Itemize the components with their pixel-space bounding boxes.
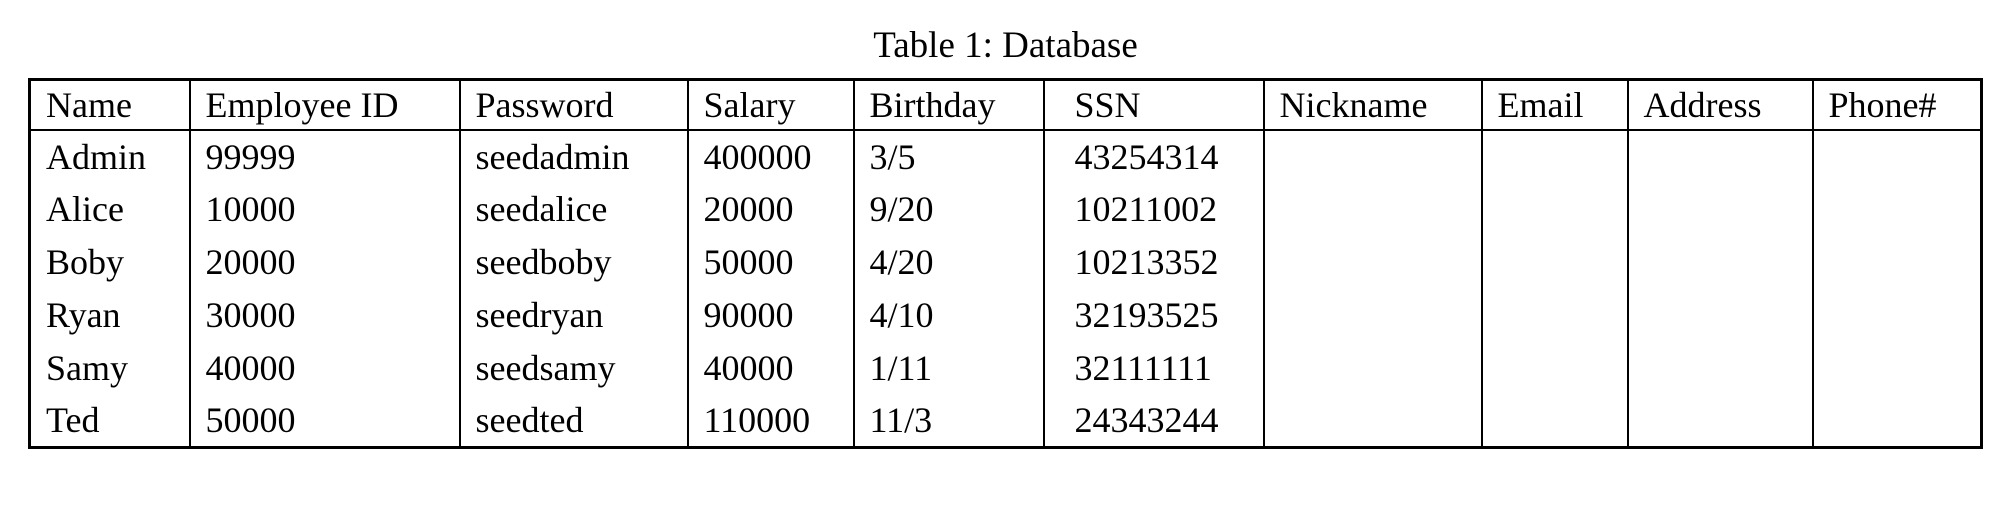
table-cell: 20000 <box>686 182 854 236</box>
table-cell: 32111111 <box>1042 341 1264 395</box>
table-cell <box>1626 288 1813 342</box>
table-cell: 110000 <box>686 394 854 448</box>
table-cell: 43254314 <box>1042 129 1264 183</box>
table-cell: Ted <box>46 400 100 441</box>
table-cell: 9/20 <box>852 182 1044 236</box>
table-cell: 10213352 <box>1042 235 1264 289</box>
table-cell <box>1811 288 1982 342</box>
table-row: Ryan 30000 seedryan 90000 4/10 32193525 <box>30 288 1982 342</box>
table-cell <box>1262 288 1482 342</box>
table-cell: 24343244 <box>1042 394 1264 448</box>
column-header: Address <box>1626 79 1813 130</box>
table-cell <box>1811 341 1982 395</box>
table-cell <box>1626 341 1813 395</box>
table-cell <box>1480 129 1628 183</box>
column-header: SSN <box>1042 79 1264 130</box>
table-cell: seedted <box>458 394 688 448</box>
table-cell: 4/20 <box>852 235 1044 289</box>
table-cell: 10000 <box>188 182 460 236</box>
table-cell <box>1262 341 1482 395</box>
table-row: Admin 99999 seedadmin 400000 3/5 43254314 <box>30 129 1982 183</box>
column-header: Employee ID <box>188 79 460 130</box>
table-row: Alice 10000 seedalice 20000 9/20 10211002 <box>30 182 1982 236</box>
table-cell: 20000 <box>188 235 460 289</box>
table-cell: 3/5 <box>852 129 1044 183</box>
table-cell: 32193525 <box>1042 288 1264 342</box>
table-cell <box>1811 235 1982 289</box>
column-header: Nickname <box>1262 79 1482 130</box>
table-cell <box>1480 235 1628 289</box>
table-caption: Table 1: Database <box>873 25 1138 66</box>
table-cell: 400000 <box>686 129 854 183</box>
table-cell <box>1480 288 1628 342</box>
table-cell: 50000 <box>188 394 460 448</box>
column-header: Email <box>1480 79 1628 130</box>
table-cell: seedsamy <box>458 341 688 395</box>
column-header: Birthday <box>852 79 1044 130</box>
table-cell: seedalice <box>458 182 688 236</box>
table-cell: 11/3 <box>852 394 1044 448</box>
table-row: Ted 50000 seedted 110000 11/3 24343244 <box>30 394 1982 448</box>
column-header: Phone# <box>1811 79 1982 130</box>
table-cell: 40000 <box>686 341 854 395</box>
table-cell: 50000 <box>686 235 854 289</box>
table-cell: seedadmin <box>458 129 688 183</box>
table-cell <box>1626 235 1813 289</box>
column-header: Password <box>458 79 688 130</box>
table-cell <box>1811 394 1982 448</box>
table-cell: 30000 <box>188 288 460 342</box>
table-cell: Admin <box>46 136 147 177</box>
column-header: Name <box>46 84 132 125</box>
database-table: Name Employee ID Password Salary Birthday SSN… <box>28 78 1983 449</box>
table-cell <box>1626 182 1813 236</box>
table-cell <box>1480 182 1628 236</box>
table-cell: Ryan <box>46 295 121 335</box>
table-cell <box>1811 129 1982 183</box>
table-cell <box>1480 341 1628 395</box>
table-row: Samy 40000 seedsamy 40000 1/11 32111111 <box>30 341 1982 395</box>
table-cell: 1/11 <box>852 341 1044 395</box>
table-header-row: Name Employee ID Password Salary Birthday SSN… <box>29 79 1982 130</box>
table-cell <box>1262 394 1482 448</box>
table-cell <box>1811 182 1982 236</box>
table-cell: 99999 <box>188 129 460 183</box>
table-row: Boby 20000 seedboby 50000 4/20 10213352 <box>30 235 1982 289</box>
table-cell: seedboby <box>458 235 688 289</box>
table-cell <box>1262 129 1482 183</box>
table-cell: seedryan <box>458 288 688 342</box>
table-cell: Boby <box>46 242 125 282</box>
table-cell <box>1626 129 1813 183</box>
table-cell <box>1262 235 1482 289</box>
column-header: Salary <box>686 79 854 130</box>
table-cell: Alice <box>46 189 124 229</box>
table-cell: 90000 <box>686 288 854 342</box>
table-cell: Samy <box>46 348 129 388</box>
document-page: Table 1: Database Name Employee ID Passwor… <box>0 26 2011 449</box>
table-cell: 10211002 <box>1042 182 1264 236</box>
table-cell: 40000 <box>188 341 460 395</box>
table-cell <box>1262 182 1482 236</box>
table-cell <box>1480 394 1628 448</box>
table-cell: 4/10 <box>852 288 1044 342</box>
table-cell <box>1626 394 1813 448</box>
